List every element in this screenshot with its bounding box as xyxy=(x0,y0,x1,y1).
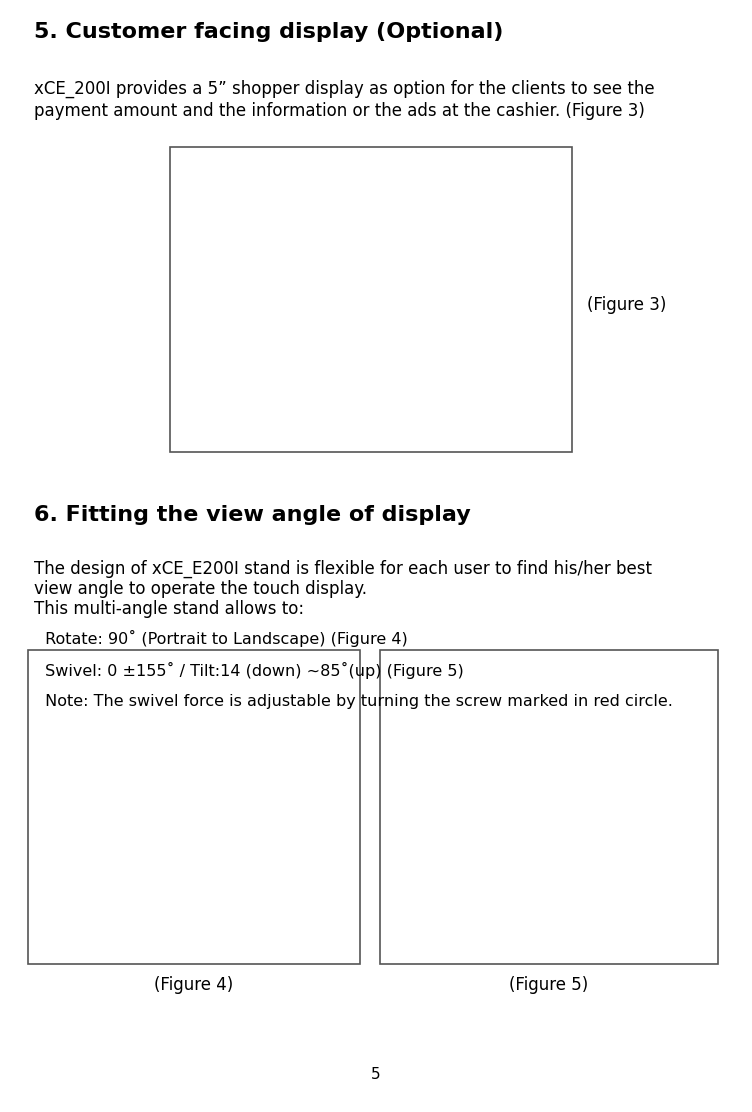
Text: 6. Fitting the view angle of display: 6. Fitting the view angle of display xyxy=(34,505,471,525)
Bar xyxy=(380,651,718,964)
Text: (Figure 3): (Figure 3) xyxy=(587,296,666,314)
Text: 5. Customer facing display (Optional): 5. Customer facing display (Optional) xyxy=(34,22,503,42)
Text: view angle to operate the touch display.: view angle to operate the touch display. xyxy=(34,580,367,598)
Text: Rotate: 90˚ (Portrait to Landscape) (Figure 4): Rotate: 90˚ (Portrait to Landscape) (Fig… xyxy=(40,631,408,647)
Bar xyxy=(170,147,572,451)
Text: (Figure 5): (Figure 5) xyxy=(509,976,589,994)
Text: (Figure 4): (Figure 4) xyxy=(154,976,234,994)
Text: 5: 5 xyxy=(371,1068,381,1082)
Text: Note: The swivel force is adjustable by turning the screw marked in red circle.: Note: The swivel force is adjustable by … xyxy=(40,694,673,709)
Text: This multi-angle stand allows to:: This multi-angle stand allows to: xyxy=(34,600,304,618)
Text: The design of xCE_E200I stand is flexible for each user to find his/her best: The design of xCE_E200I stand is flexibl… xyxy=(34,560,652,578)
Text: Swivel: 0 ±155˚ / Tilt:14 (down) ~85˚(up) (Figure 5): Swivel: 0 ±155˚ / Tilt:14 (down) ~85˚(up… xyxy=(40,662,464,679)
Text: xCE_200I provides a 5” shopper display as option for the clients to see the: xCE_200I provides a 5” shopper display a… xyxy=(34,80,655,98)
Bar xyxy=(28,651,360,964)
Text: payment amount and the information or the ads at the cashier. (Figure 3): payment amount and the information or th… xyxy=(34,102,645,120)
